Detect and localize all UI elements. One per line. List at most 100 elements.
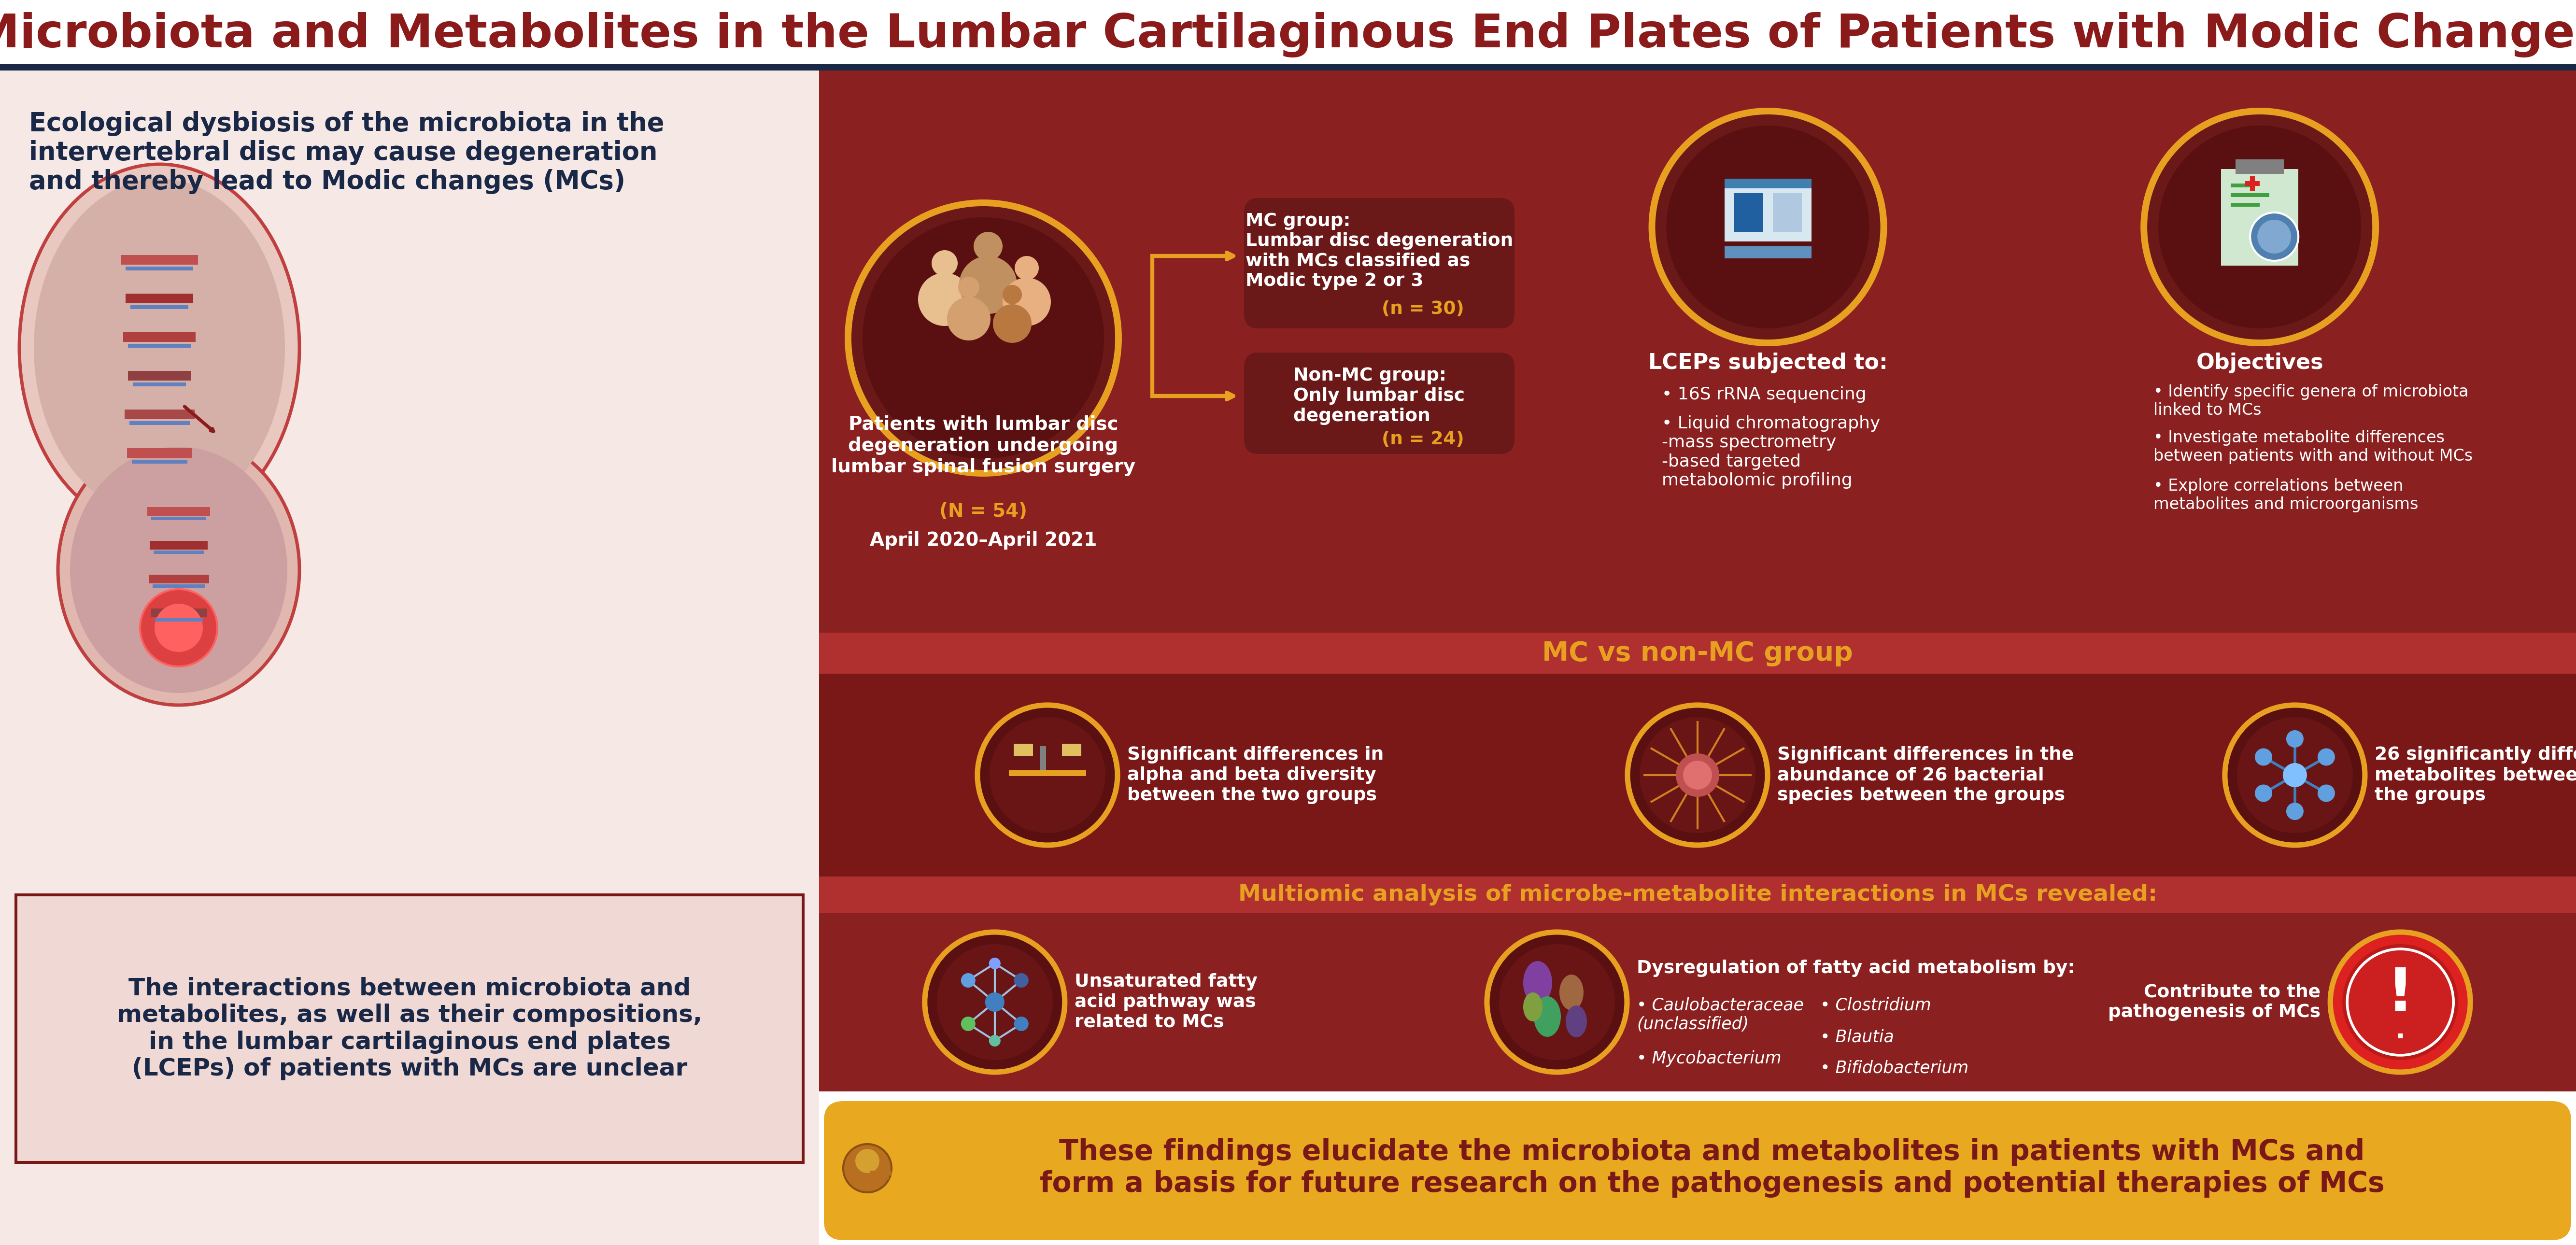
Ellipse shape: [57, 435, 299, 705]
Text: Non-MC group:
Only lumbar disc
degeneration: Non-MC group: Only lumbar disc degenerat…: [1293, 367, 1466, 425]
Text: Ecological dysbiosis of the microbiota in the
intervertebral disc may cause dege: Ecological dysbiosis of the microbiota i…: [28, 111, 665, 194]
FancyBboxPatch shape: [152, 609, 206, 618]
Circle shape: [948, 298, 992, 340]
FancyBboxPatch shape: [819, 67, 2576, 632]
FancyBboxPatch shape: [15, 894, 18, 1164]
Circle shape: [2254, 748, 2272, 766]
Circle shape: [1015, 974, 1028, 987]
Text: Significant differences in
alpha and beta diversity
between the two groups: Significant differences in alpha and bet…: [1128, 746, 1383, 804]
Circle shape: [989, 1035, 999, 1047]
FancyBboxPatch shape: [126, 448, 193, 458]
Text: Significant differences in the
abundance of 26 bacterial
species between the gro: Significant differences in the abundance…: [1777, 746, 2074, 804]
FancyBboxPatch shape: [819, 913, 2576, 1092]
Ellipse shape: [1522, 961, 1553, 1005]
FancyBboxPatch shape: [129, 371, 191, 381]
Circle shape: [958, 256, 1018, 314]
Ellipse shape: [1558, 975, 1584, 1010]
FancyBboxPatch shape: [2221, 169, 2298, 265]
Text: • Clostridium: • Clostridium: [1821, 997, 1932, 1013]
Text: MC vs non-MC group: MC vs non-MC group: [1543, 640, 1852, 666]
Circle shape: [139, 589, 216, 666]
Text: • Blautia: • Blautia: [1821, 1028, 1893, 1045]
FancyBboxPatch shape: [1772, 193, 1801, 232]
FancyBboxPatch shape: [134, 382, 185, 386]
FancyBboxPatch shape: [1723, 179, 1811, 188]
Ellipse shape: [976, 705, 1118, 845]
Ellipse shape: [2331, 933, 2470, 1072]
Text: • 16S rRNA sequencing: • 16S rRNA sequencing: [1662, 386, 1865, 403]
FancyBboxPatch shape: [155, 550, 204, 554]
FancyBboxPatch shape: [2231, 183, 2249, 188]
FancyBboxPatch shape: [2246, 181, 2259, 186]
FancyBboxPatch shape: [131, 459, 188, 463]
FancyBboxPatch shape: [121, 255, 198, 265]
Text: Patients with lumbar disc
degeneration undergoing
lumbar spinal fusion surgery: Patients with lumbar disc degeneration u…: [832, 416, 1136, 476]
Text: 26 significantly different
metabolites between
the groups: 26 significantly different metabolites b…: [2375, 746, 2576, 804]
Text: Unsaturated fatty
acid pathway was
related to MCs: Unsaturated fatty acid pathway was relat…: [1074, 974, 1257, 1031]
Circle shape: [2285, 803, 2303, 820]
FancyBboxPatch shape: [129, 421, 191, 425]
Circle shape: [984, 992, 1005, 1012]
Ellipse shape: [863, 218, 1105, 459]
Text: • Mycobacterium: • Mycobacterium: [1636, 1051, 1783, 1067]
Ellipse shape: [848, 203, 1118, 473]
Ellipse shape: [1651, 111, 1883, 342]
Text: • Explore correlations between
metabolites and microorganisms: • Explore correlations between metabolit…: [2154, 478, 2419, 513]
Ellipse shape: [70, 447, 289, 693]
Ellipse shape: [2143, 111, 2375, 342]
FancyBboxPatch shape: [878, 1175, 884, 1183]
FancyBboxPatch shape: [884, 1170, 889, 1179]
FancyBboxPatch shape: [801, 894, 804, 1164]
Ellipse shape: [1522, 992, 1543, 1021]
Text: Objectives: Objectives: [2197, 352, 2324, 374]
FancyBboxPatch shape: [819, 876, 2576, 913]
Ellipse shape: [938, 944, 1054, 1059]
FancyBboxPatch shape: [824, 1101, 2571, 1240]
FancyBboxPatch shape: [15, 894, 804, 896]
Circle shape: [2254, 784, 2272, 802]
Ellipse shape: [1566, 1006, 1587, 1037]
Circle shape: [958, 276, 979, 298]
FancyBboxPatch shape: [129, 344, 191, 347]
Ellipse shape: [33, 179, 286, 517]
FancyBboxPatch shape: [1015, 743, 1033, 756]
FancyBboxPatch shape: [871, 1170, 891, 1175]
Text: LCEPs subjected to:: LCEPs subjected to:: [1649, 352, 1888, 374]
Text: • Identify specific genera of microbiota
linked to MCs: • Identify specific genera of microbiota…: [2154, 383, 2468, 418]
FancyBboxPatch shape: [15, 1162, 804, 1164]
Text: • Investigate metabolite differences
between patients with and without MCs: • Investigate metabolite differences bet…: [2154, 430, 2473, 464]
Text: (N = 54): (N = 54): [940, 502, 1028, 520]
FancyBboxPatch shape: [124, 410, 196, 420]
Text: Contribute to the
pathogenesis of MCs: Contribute to the pathogenesis of MCs: [2107, 984, 2321, 1021]
Text: (n = 30): (n = 30): [1381, 300, 1463, 317]
Circle shape: [1002, 285, 1023, 304]
FancyBboxPatch shape: [1723, 179, 1811, 242]
FancyBboxPatch shape: [152, 517, 206, 520]
Circle shape: [989, 957, 999, 970]
FancyBboxPatch shape: [1041, 746, 1046, 771]
FancyBboxPatch shape: [1061, 743, 1082, 756]
Ellipse shape: [1628, 705, 1767, 845]
Circle shape: [1677, 753, 1718, 797]
Circle shape: [2249, 213, 2298, 260]
FancyBboxPatch shape: [124, 332, 196, 342]
Text: .: .: [2396, 1018, 2406, 1045]
Circle shape: [842, 1144, 891, 1193]
FancyBboxPatch shape: [149, 575, 209, 584]
Text: !: !: [2385, 966, 2414, 1025]
FancyBboxPatch shape: [0, 63, 2576, 71]
Ellipse shape: [1667, 126, 1870, 329]
FancyBboxPatch shape: [1734, 193, 1762, 232]
FancyBboxPatch shape: [126, 294, 193, 304]
Text: (n = 24): (n = 24): [1381, 431, 1463, 448]
Text: MC group:
Lumbar disc degeneration
with MCs classified as
Modic type 2 or 3: MC group: Lumbar disc degeneration with …: [1244, 213, 1512, 290]
Circle shape: [1682, 761, 1713, 789]
Ellipse shape: [2226, 705, 2365, 845]
FancyBboxPatch shape: [1244, 352, 1515, 454]
Circle shape: [2318, 784, 2334, 802]
FancyBboxPatch shape: [1010, 771, 1087, 776]
Circle shape: [2282, 763, 2308, 787]
FancyBboxPatch shape: [2231, 203, 2259, 207]
Ellipse shape: [18, 164, 299, 532]
Text: • Liquid chromatography
-mass spectrometry
-based targeted
metabolomic profiling: • Liquid chromatography -mass spectromet…: [1662, 416, 1880, 489]
